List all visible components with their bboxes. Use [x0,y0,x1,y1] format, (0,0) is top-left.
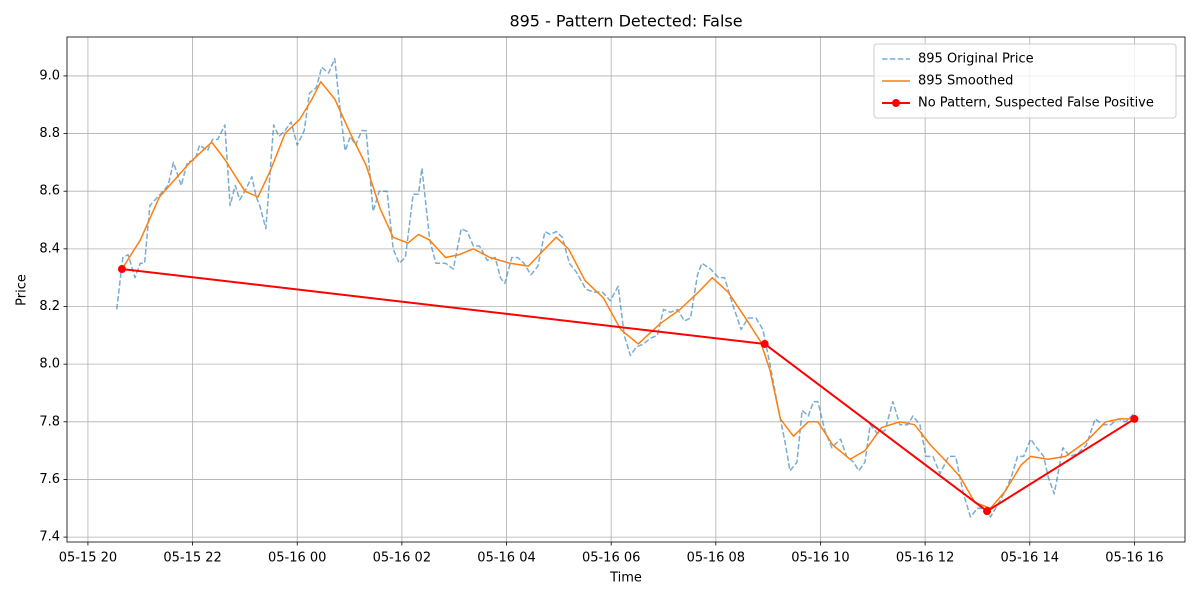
y-tick-label: 7.4 [39,530,60,545]
legend-label: 895 Smoothed [918,74,1013,89]
series-line [121,80,1135,510]
y-tick-label: 7.6 [39,472,60,487]
x-tick-label: 05-16 04 [477,551,535,566]
y-tick-label: 8.0 [39,357,60,372]
point-marker [1130,414,1139,423]
x-tick-label: 05-16 12 [896,551,954,566]
y-tick-label: 7.8 [39,414,60,429]
y-axis-label: Price [15,274,30,306]
legend: 895 Original Price 895 Smoothed No Pattern… [873,43,1177,119]
y-tick-label: 9.0 [39,68,60,83]
x-tick-label: 05-16 02 [373,551,431,566]
x-tick-label: 05-16 08 [687,551,745,566]
point-marker [760,339,769,348]
y-tick-label: 8.8 [39,126,60,141]
legend-box [873,43,1177,119]
series-line [121,268,1135,513]
point-marker [117,265,126,274]
x-tick-label: 05-16 14 [1001,551,1059,566]
plot-frame [66,36,1186,543]
chart-title: 895 - Pattern Detected: False [509,12,742,31]
x-axis-label: Time [609,571,642,586]
x-tick-label: 05-16 16 [1105,551,1163,566]
x-tick-label: 05-16 10 [791,551,849,566]
x-tick-label: 05-16 06 [582,551,640,566]
y-tick-label: 8.2 [39,299,60,314]
x-tick-label: 05-15 22 [163,551,221,566]
legend-label: No Pattern, Suspected False Positive [918,96,1154,111]
x-tick-label: 05-16 00 [268,551,326,566]
point-marker [983,507,992,516]
y-tick-label: 8.4 [39,241,60,256]
series-line [115,57,1135,518]
y-tick-label: 8.6 [39,184,60,199]
x-tick-label: 05-15 20 [59,551,117,566]
legend-marker [892,99,900,107]
legend-label: 895 Original Price [918,52,1034,67]
